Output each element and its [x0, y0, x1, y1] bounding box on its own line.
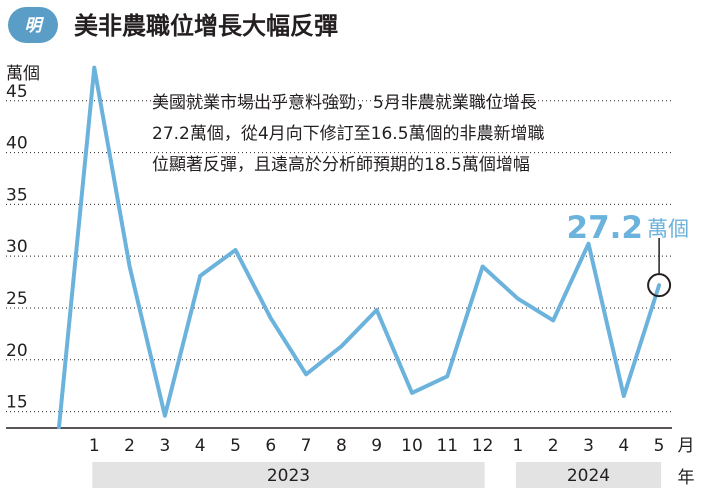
- x-tick-label: 11: [436, 436, 458, 456]
- highlight-marker-circle: [647, 273, 672, 298]
- year-bands: 2023 2024: [92, 462, 662, 488]
- y-tick-label: 20: [6, 341, 28, 361]
- y-tick-label: 15: [6, 393, 28, 413]
- x-tick-label: 5: [230, 436, 241, 456]
- year-band-2023: [92, 462, 485, 488]
- series-line: [57, 65, 662, 430]
- logo-text: 明: [25, 16, 45, 36]
- x-tick-label: 2: [124, 436, 135, 456]
- annotation-text: 美國就業市場出乎意料強勁，5月非農就業職位增長 27.2萬個，從4月向下修訂至1…: [152, 93, 545, 175]
- x-axis-year-label: 年: [678, 468, 695, 488]
- highlight-value: 27.2: [567, 210, 644, 246]
- y-tick-label: 35: [6, 185, 28, 205]
- highlight: 27.2 萬個: [567, 210, 689, 298]
- x-tick-label: 12: [472, 436, 494, 456]
- annotation-line-1: 美國就業市場出乎意料強勁，5月非農就業職位增長: [152, 93, 537, 113]
- x-tick-label: 3: [583, 436, 594, 456]
- chart-title: 美非農職位增長大幅反彈: [74, 12, 338, 40]
- highlight-unit: 萬個: [647, 217, 689, 241]
- x-tick-label: 5: [654, 436, 665, 456]
- logo-badge: [8, 7, 58, 43]
- series-layer: [57, 65, 662, 430]
- x-tick-label: 6: [265, 436, 276, 456]
- x-tick-label: 1: [89, 436, 100, 456]
- x-tick-label: 4: [618, 436, 629, 456]
- annotation-line-2: 27.2萬個，從4月向下修訂至16.5萬個的非農新增職: [152, 124, 545, 144]
- y-tick-label: 30: [6, 237, 28, 257]
- y-tick-labels: 15 20 25 30 35 40 45: [6, 82, 28, 413]
- x-tick-label: 3: [159, 436, 170, 456]
- y-tick-label: 25: [6, 289, 28, 309]
- gridlines: [6, 100, 672, 413]
- x-tick-label: 4: [195, 436, 206, 456]
- x-tick-label: 1: [512, 436, 523, 456]
- year-label-2023: 2023: [267, 466, 310, 486]
- x-tick-label: 8: [336, 436, 347, 456]
- annotation-line-3: 位顯著反彈，且遠高於分析師預期的18.5萬個增幅: [152, 155, 530, 175]
- x-tick-label: 2: [548, 436, 559, 456]
- year-band-2024: [515, 462, 662, 488]
- x-tick-label: 10: [401, 436, 423, 456]
- y-tick-label: 40: [6, 134, 28, 154]
- x-tick-label: 9: [371, 436, 382, 456]
- y-axis-unit-label: 萬個: [6, 64, 40, 84]
- header: 明 美非農職位增長大幅反彈: [8, 7, 338, 43]
- x-tick-label: 7: [301, 436, 312, 456]
- x-axis-unit-label: 月: [678, 436, 695, 456]
- x-tick-labels: 1 2 3 4 5 6 7 8 9 10 11 12 1 2 3 4 5: [89, 436, 665, 456]
- year-label-2024: 2024: [567, 466, 610, 486]
- y-tick-label: 45: [6, 82, 28, 102]
